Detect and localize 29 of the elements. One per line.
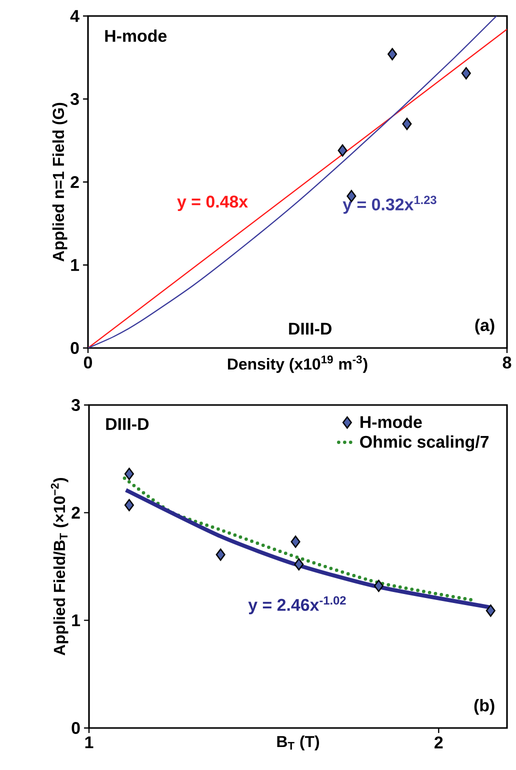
annotation: (b) [474, 699, 494, 715]
series-label: y = 0.32x$^{1.23}$ [342, 196, 436, 214]
y-axis-title: Applied Field/B$_{T}$ (×10$^{−2}$) [50, 478, 68, 656]
y-tick-label: 4 [70, 10, 80, 22]
y-tick-label: 0 [70, 342, 79, 354]
y-tick-label: 2 [72, 506, 80, 519]
y-tick-label: 0 [72, 722, 80, 734]
y-tick-label: 3 [71, 398, 80, 411]
y-tick-label: 2 [70, 176, 79, 188]
y-tick-label: 3 [70, 92, 79, 105]
point [346, 190, 356, 202]
annotation: (a) [475, 318, 494, 335]
y-tick-label: 1 [72, 614, 80, 626]
point [338, 144, 348, 157]
point [461, 67, 471, 80]
legend-label: H-mode [360, 416, 422, 428]
x-axis-title: B$_{T}$ (T) [277, 736, 320, 750]
x-axis-title: Density (x10$^{19}$ m$^{-3}$) [228, 355, 368, 373]
series-label: y = 2.46x$^{-1.02}$ [248, 596, 346, 614]
y-tick-label: 1 [71, 259, 80, 271]
legend-label: Ohmic scaling/7 [360, 435, 489, 452]
point [388, 48, 398, 60]
series-label: y = 0.48x [177, 196, 248, 212]
annotation: H-mode [105, 29, 167, 42]
point [402, 118, 412, 130]
annotation: DIII-D [106, 418, 149, 430]
y-axis-title: Applied n=1 Field (G) [52, 102, 68, 262]
annotation: DIII-D [289, 322, 332, 335]
x-tick-label: 8 [502, 356, 512, 368]
